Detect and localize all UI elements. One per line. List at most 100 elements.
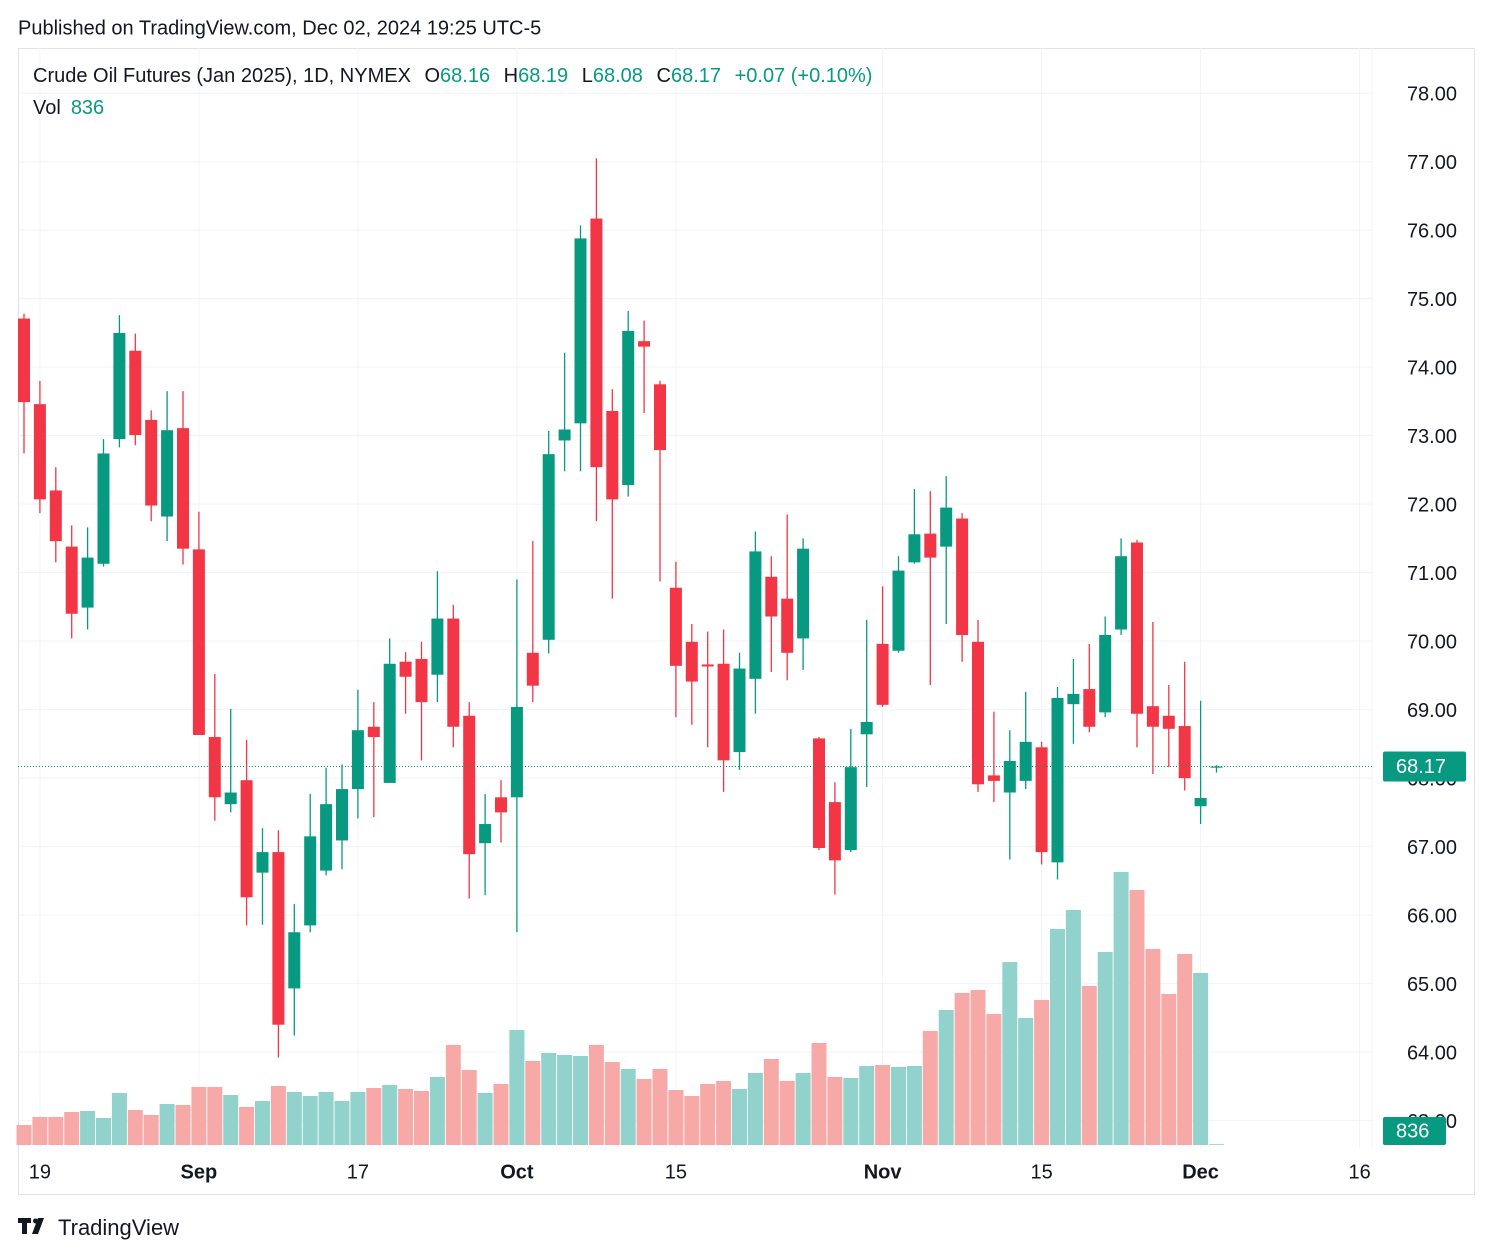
chart-frame — [18, 48, 1475, 1195]
y-tick-label: 66.00 — [1407, 905, 1457, 927]
y-tick-label: 77.00 — [1407, 152, 1457, 174]
volume-bar — [302, 1096, 318, 1145]
candle-body — [813, 738, 825, 848]
candle-body — [113, 332, 126, 440]
candle-body — [956, 518, 969, 635]
candle-body — [701, 664, 714, 667]
candle-body — [574, 238, 587, 424]
x-tick-label: 17 — [347, 1161, 369, 1183]
volume-bar — [64, 1112, 80, 1145]
volume-bar — [461, 1070, 477, 1145]
candle-body — [145, 419, 158, 506]
candle-body — [892, 570, 905, 651]
volume-bar — [239, 1107, 255, 1145]
volume-bar — [48, 1117, 64, 1145]
x-tick-label: Nov — [864, 1161, 903, 1183]
volume-bar — [350, 1092, 366, 1145]
volume-bar — [1081, 986, 1097, 1145]
candle-body — [876, 643, 889, 705]
volume-bar — [382, 1085, 398, 1145]
candle-body — [1194, 798, 1207, 807]
candle-body — [463, 715, 476, 855]
x-tick-label: Dec — [1182, 1161, 1219, 1183]
volume-bar — [588, 1045, 604, 1145]
candle-body — [797, 548, 810, 639]
candle-body — [240, 780, 253, 898]
candle-body — [288, 932, 301, 989]
volume-bar — [16, 1125, 32, 1145]
candle-body — [1051, 698, 1064, 863]
legend-title: Crude Oil Futures (Jan 2025), 1D, NYMEX — [33, 65, 411, 87]
candle-body — [33, 404, 46, 500]
candle-body — [669, 587, 682, 666]
y-tick-label: 64.00 — [1407, 1042, 1457, 1064]
price-label-box — [1383, 751, 1466, 782]
volume-bar — [111, 1093, 127, 1145]
volume-bar — [127, 1110, 143, 1145]
volume-bar — [1177, 954, 1193, 1145]
volume-bar — [1050, 929, 1065, 1145]
legend: Crude Oil Futures (Jan 2025), 1D, NYMEX … — [33, 65, 872, 87]
volume-bar — [1065, 910, 1081, 1145]
candle-body — [526, 652, 539, 686]
legend-c: C — [657, 65, 671, 87]
volume-bar — [604, 1062, 620, 1145]
volume-bar — [541, 1053, 557, 1145]
volume-bar — [207, 1087, 223, 1145]
candle-body — [1162, 715, 1175, 729]
candle-body — [765, 576, 778, 617]
candle-body — [685, 641, 698, 682]
candle-body — [638, 341, 651, 347]
candle-body — [860, 721, 873, 735]
volume-bar — [191, 1087, 207, 1145]
volume-bar — [286, 1092, 302, 1145]
volume-bar — [525, 1061, 541, 1145]
y-tick-label: 75.00 — [1407, 289, 1457, 311]
volume-bar — [668, 1090, 684, 1145]
volume-bar — [716, 1081, 732, 1145]
volume-bar — [334, 1101, 350, 1145]
volume-bar — [366, 1088, 382, 1145]
candle-body — [495, 797, 507, 813]
volume-bar — [875, 1065, 891, 1145]
candle-body — [1131, 542, 1143, 714]
volume-bar — [620, 1069, 636, 1145]
volume-bar — [922, 1031, 938, 1145]
y-tick-label: 65.00 — [1407, 974, 1457, 996]
y-tick-label: 67.00 — [1407, 837, 1457, 859]
volume-bar — [827, 1077, 843, 1145]
candle-body — [383, 663, 396, 783]
y-tick-label: 71.00 — [1407, 563, 1457, 585]
logo-text: TradingView — [58, 1215, 179, 1240]
candle-body — [208, 737, 221, 798]
volume-bar — [175, 1105, 191, 1145]
candle-body — [590, 218, 603, 468]
volume-bar — [318, 1092, 334, 1145]
candle-body — [479, 824, 492, 844]
volume-bar — [1209, 1144, 1224, 1145]
volume-bar — [1129, 890, 1145, 1145]
candle-body — [733, 668, 746, 753]
candle-body — [65, 546, 78, 614]
candle-body — [972, 641, 984, 785]
legend-close: 68.17 — [671, 65, 721, 87]
candle-body — [987, 775, 1000, 781]
legend-o: O — [424, 65, 440, 87]
volume-bar — [1097, 952, 1113, 1145]
volume-bar — [906, 1066, 922, 1145]
volume-bar — [779, 1081, 795, 1145]
volume-bar — [684, 1096, 700, 1145]
candle-body — [177, 428, 189, 549]
candle-body — [399, 661, 412, 677]
volume-bar — [763, 1059, 779, 1145]
logo: TradingView — [18, 1215, 179, 1240]
candle-body — [654, 384, 666, 451]
candle-body — [304, 836, 317, 926]
candle-body — [336, 789, 348, 841]
y-tick-label: 73.00 — [1407, 426, 1457, 448]
volume-bar — [445, 1045, 461, 1145]
candle-body — [81, 557, 94, 608]
volume-pane — [16, 872, 1224, 1145]
legend-change: +0.07 (+0.10%) — [735, 65, 873, 87]
volume-bar — [573, 1056, 588, 1145]
